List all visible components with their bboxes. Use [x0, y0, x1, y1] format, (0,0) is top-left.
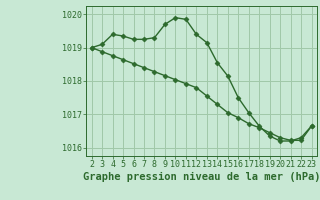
X-axis label: Graphe pression niveau de la mer (hPa): Graphe pression niveau de la mer (hPa) [83, 172, 320, 182]
